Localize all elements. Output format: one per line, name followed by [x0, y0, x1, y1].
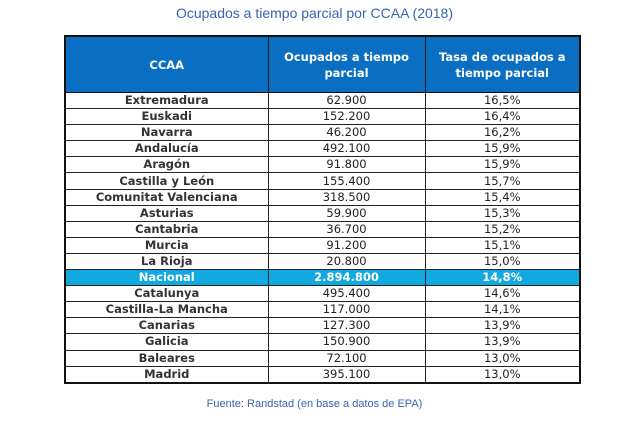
region-cell: Castilla y León [64, 172, 269, 190]
table-row: Extremadura 62.900 16,5% [64, 91, 581, 110]
table-row: Andalucía 492.100 15,9% [64, 140, 581, 158]
region-cell: Murcia [64, 236, 269, 254]
tasa-cell: 15,2% [424, 220, 581, 238]
ocupados-cell: 155.400 [267, 172, 426, 190]
tasa-cell: 15,4% [424, 188, 581, 206]
ocupados-cell: 495.400 [267, 285, 426, 303]
table-row: Galicia 150.900 13,9% [64, 333, 581, 351]
region-cell: Catalunya [64, 285, 269, 303]
region-cell: La Rioja [64, 252, 269, 271]
tasa-cell: 13,9% [424, 333, 581, 351]
table-row: Castilla-La Mancha 117.000 14,1% [64, 301, 581, 319]
ocupados-cell: 492.100 [267, 140, 426, 158]
tasa-cell: 15,1% [424, 236, 581, 254]
tasa-cell: 14,6% [424, 285, 581, 303]
region-cell: Aragón [64, 156, 269, 174]
region-cell: Comunitat Valenciana [64, 188, 269, 206]
header-ocupados: Ocupados a tiempo parcial [267, 35, 426, 93]
ocupados-cell: 46.200 [267, 124, 426, 142]
ocupados-cell: 152.200 [267, 108, 426, 126]
table-row: Madrid 395.100 13,0% [64, 365, 581, 384]
tasa-cell: 15,0% [424, 252, 581, 271]
ocupados-cell: 150.900 [267, 333, 426, 351]
table-row: Aragón 91.800 15,9% [64, 156, 581, 174]
ocupados-cell: 91.800 [267, 156, 426, 174]
table-title: Ocupados a tiempo parcial por CCAA (2018… [175, 5, 454, 21]
data-table: CCAA Ocupados a tiempo parcial Tasa de o… [64, 35, 581, 384]
table-row: Catalunya 495.400 14,6% [64, 285, 581, 303]
ocupados-cell: 117.000 [267, 301, 426, 319]
region-cell: Navarra [64, 124, 269, 142]
ocupados-cell: 395.100 [267, 365, 426, 384]
table-row: La Rioja 20.800 15,0% [64, 252, 581, 271]
table-row: Castilla y León 155.400 15,7% [64, 172, 581, 190]
tasa-cell: 15,7% [424, 172, 581, 190]
table-row: Euskadi 152.200 16,4% [64, 108, 581, 126]
ocupados-cell: 127.300 [267, 317, 426, 335]
table-row: Cantabria 36.700 15,2% [64, 220, 581, 238]
table-row: Asturias 59.900 15,3% [64, 204, 581, 222]
tasa-cell: 16,4% [424, 108, 581, 126]
region-cell: Nacional [64, 269, 269, 287]
tasa-cell: 13,0% [424, 365, 581, 384]
table-row: Navarra 46.200 16,2% [64, 124, 581, 142]
tasa-cell: 13,0% [424, 349, 581, 367]
tasa-cell: 16,5% [424, 91, 581, 110]
ocupados-cell: 318.500 [267, 188, 426, 206]
table-row: Murcia 91.200 15,1% [64, 236, 581, 254]
ocupados-cell: 2.894.800 [267, 269, 426, 287]
tasa-cell: 14,8% [424, 269, 581, 287]
header-row: CCAA Ocupados a tiempo parcial Tasa de o… [64, 35, 581, 93]
table-row: Canarias 127.300 13,9% [64, 317, 581, 335]
tasa-cell: 14,1% [424, 301, 581, 319]
region-cell: Castilla-La Mancha [64, 301, 269, 319]
tasa-cell: 15,9% [424, 156, 581, 174]
region-cell: Extremadura [64, 91, 269, 110]
region-cell: Baleares [64, 349, 269, 367]
region-cell: Madrid [64, 365, 269, 384]
region-cell: Cantabria [64, 220, 269, 238]
tasa-cell: 15,3% [424, 204, 581, 222]
region-cell: Andalucía [64, 140, 269, 158]
header-tasa: Tasa de ocupados a tiempo parcial [424, 35, 581, 93]
table-row: Nacional 2.894.800 14,8% [64, 269, 581, 287]
tasa-cell: 13,9% [424, 317, 581, 335]
source-note: Fuente: Randstad (en base a datos de EPA… [206, 398, 423, 410]
region-cell: Canarias [64, 317, 269, 335]
header-ccaa: CCAA [64, 35, 269, 93]
region-cell: Asturias [64, 204, 269, 222]
tasa-cell: 16,2% [424, 124, 581, 142]
region-cell: Euskadi [64, 108, 269, 126]
ocupados-cell: 59.900 [267, 204, 426, 222]
region-cell: Galicia [64, 333, 269, 351]
table-row: Comunitat Valenciana 318.500 15,4% [64, 188, 581, 206]
ocupados-cell: 36.700 [267, 220, 426, 238]
tasa-cell: 15,9% [424, 140, 581, 158]
ocupados-cell: 20.800 [267, 252, 426, 271]
ocupados-cell: 91.200 [267, 236, 426, 254]
table-row: Baleares 72.100 13,0% [64, 349, 581, 367]
ocupados-cell: 62.900 [267, 91, 426, 110]
ocupados-cell: 72.100 [267, 349, 426, 367]
